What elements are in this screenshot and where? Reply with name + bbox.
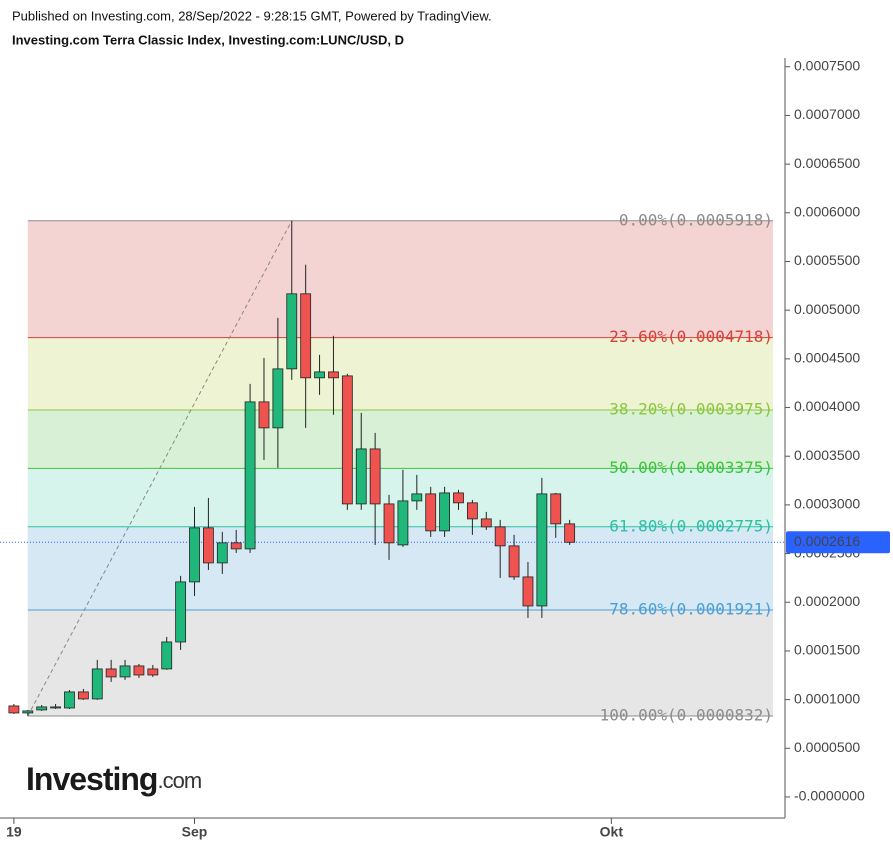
y-tick-label: 0.0005500 (794, 252, 860, 268)
chart-title: Investing.com Terra Classic Index, Inves… (12, 32, 404, 47)
fib-label: 100.00%(0.0000832) (600, 705, 773, 724)
fib-label: 38.20%(0.0003975) (609, 399, 773, 418)
candle-body (369, 448, 381, 505)
candle-body (480, 518, 492, 528)
candle-body (328, 371, 339, 379)
candle-body (425, 493, 437, 532)
logo: Investing.com (26, 761, 201, 797)
last-price-label: 0.0002616 (794, 533, 860, 549)
candle-body (91, 668, 103, 700)
fib-label: 0.00%(0.0005918) (619, 210, 773, 229)
chart-subtitle: Published on Investing.com, 28/Sep/2022 … (12, 8, 492, 23)
candle-body (411, 493, 423, 502)
candle-body (50, 706, 61, 709)
candle-body (383, 503, 395, 544)
y-tick-label: 0.0002000 (794, 593, 860, 609)
fib-zone (27, 337, 774, 410)
fib-label: 50.00%(0.0003375) (609, 458, 773, 477)
y-tick-label: 0.0005000 (794, 301, 860, 317)
candle-body (522, 576, 534, 607)
candle-body (258, 401, 270, 429)
candle-body (494, 526, 506, 547)
y-tick-label: 0.0001000 (794, 690, 860, 706)
candle-body (203, 527, 214, 564)
candle-body (439, 492, 451, 532)
candle-body (36, 706, 48, 711)
candle-body (175, 581, 187, 643)
fib-zone (27, 220, 774, 338)
y-tick-label: 0.0004500 (794, 350, 860, 366)
candle-body (189, 527, 200, 583)
candle-body (508, 545, 520, 578)
x-tick-label: 19 (6, 824, 22, 840)
fib-label: 61.80%(0.0002775) (609, 516, 773, 535)
candle-body (105, 668, 117, 678)
candle-body (286, 293, 298, 370)
candle-body (300, 293, 312, 379)
trend-line (27, 220, 293, 717)
candle-body (119, 665, 131, 678)
y-tick-label: 0.0003000 (794, 496, 860, 512)
candle-body (341, 375, 353, 505)
candle-body (161, 641, 173, 670)
fib-label: 78.60%(0.0001921) (609, 599, 773, 618)
y-tick-label: 0.0007500 (794, 57, 860, 73)
y-tick-label: -0.0000000 (794, 788, 865, 804)
candle-body (147, 668, 159, 676)
candle-body (355, 448, 367, 505)
logo-suffix: .com (157, 768, 201, 793)
candle-body (564, 523, 576, 543)
y-tick-label: 0.0006500 (794, 155, 860, 171)
fib-label: 23.60%(0.0004718) (609, 327, 773, 346)
y-tick-label: 0.0000500 (794, 739, 860, 755)
candle-body (77, 691, 89, 700)
candle-body (8, 705, 20, 714)
y-tick-label: 0.0007000 (794, 106, 860, 122)
candle-body (230, 542, 242, 550)
candle-body (536, 493, 548, 607)
candle-body (133, 665, 145, 676)
candle-body (397, 500, 409, 546)
candle-body (244, 401, 256, 550)
candle-body (64, 691, 75, 709)
y-tick-label: 0.0003500 (794, 447, 860, 463)
y-tick-label: 0.0004000 (794, 398, 860, 414)
candle-body (466, 502, 478, 520)
y-tick-label: 0.0001500 (794, 642, 860, 658)
candle-body (22, 710, 34, 714)
candle-body (216, 542, 228, 564)
candle-body (272, 368, 284, 429)
candle-body (314, 371, 325, 379)
logo-text: Investing (26, 761, 157, 797)
fib-zone (27, 409, 774, 469)
x-tick-label: Sep (182, 824, 208, 840)
candle-body (453, 492, 464, 504)
fib-zone (27, 609, 774, 716)
last-price-tag (786, 531, 890, 554)
y-tick-label: 0.0006000 (794, 204, 860, 220)
candle-body (550, 493, 562, 525)
x-tick-label: Okt (600, 824, 624, 840)
